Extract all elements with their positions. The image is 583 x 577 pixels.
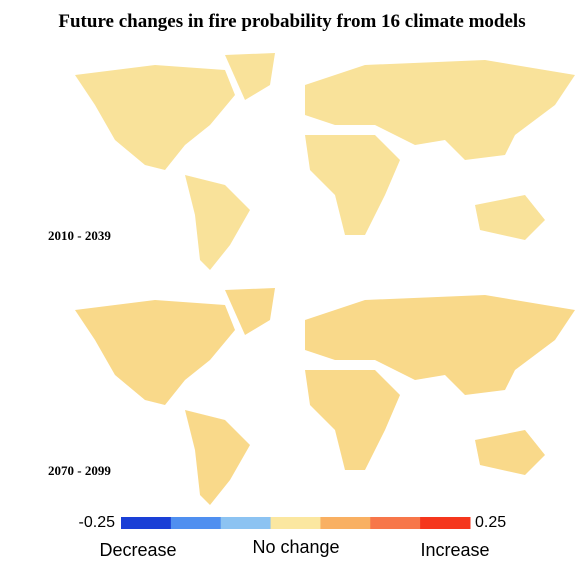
colorbar-max: 0.25 [475, 514, 506, 531]
map-early: 2010 - 2039 [48, 53, 575, 270]
map-late: 2070 - 2099 [48, 288, 575, 505]
colorbar-segment [170, 517, 222, 529]
legend-low: Decrease [99, 540, 176, 560]
colorbar-segment [320, 517, 371, 529]
colorbar-segment [370, 517, 421, 529]
title: Future changes in fire probability from … [58, 11, 525, 32]
colorbar-min: -0.25 [79, 514, 116, 531]
colorbar-segment [220, 517, 272, 529]
colorbar-segment [121, 517, 172, 529]
colorbar-segment [270, 517, 321, 529]
legend-high: Increase [420, 540, 489, 560]
period-label: 2010 - 2039 [48, 228, 111, 243]
legend-mid: No change [252, 537, 339, 557]
land [75, 53, 575, 270]
colorbar: -0.25 0.25 [79, 514, 507, 531]
period-label: 2070 - 2099 [48, 463, 111, 478]
land [75, 288, 575, 505]
colorbar-segment [420, 517, 471, 529]
